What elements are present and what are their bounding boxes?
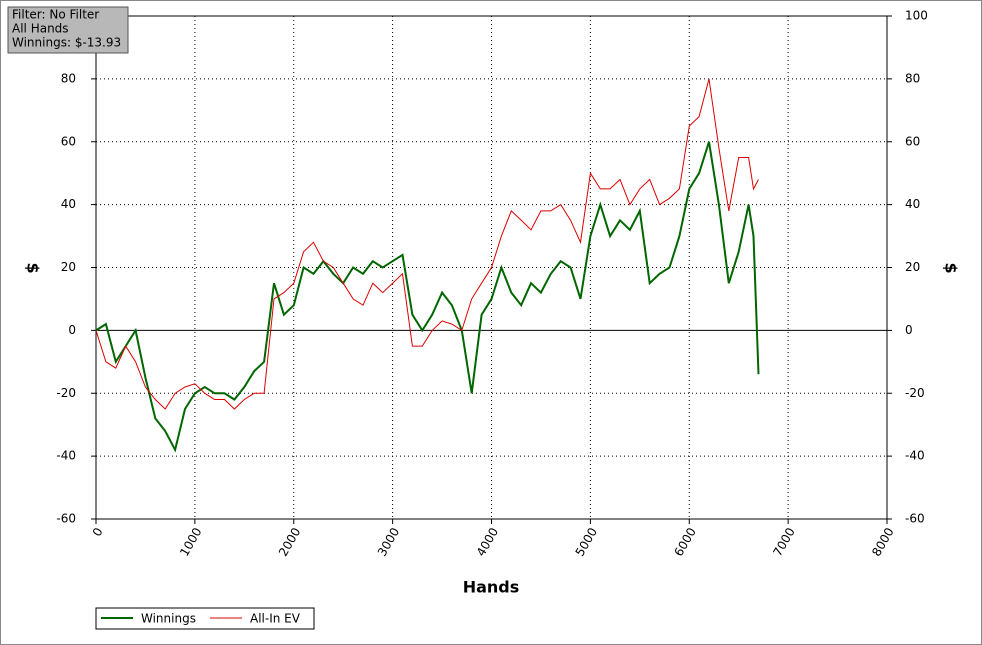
legend-label: Winnings xyxy=(141,612,196,626)
y2-tick-label: 0 xyxy=(905,323,913,337)
legend-label: All-In EV xyxy=(250,612,301,626)
y-tick-label: -20 xyxy=(56,386,76,400)
y-tick-label: 40 xyxy=(61,197,76,211)
x-axis-label: Hands xyxy=(463,578,520,597)
info-line: Filter: No Filter xyxy=(12,8,99,22)
y-tick-label: 80 xyxy=(61,71,76,85)
legend: Winnings All-In EV xyxy=(95,607,315,630)
y2-tick-label: -40 xyxy=(905,449,925,463)
info-box-bg xyxy=(7,6,129,54)
info-line: Winnings: $-13.93 xyxy=(12,36,121,50)
y2-tick-label: 80 xyxy=(905,71,920,85)
y-tick-label: 60 xyxy=(61,134,76,148)
series-line xyxy=(95,141,760,453)
plot-border xyxy=(95,15,888,520)
info-box: Filter: No Filter All Hands Winnings: $-… xyxy=(7,6,129,54)
y-tick-label: 0 xyxy=(68,323,76,337)
y2-tick-label: 60 xyxy=(905,134,920,148)
y2-axis-label: $ xyxy=(942,262,961,273)
y-axis-label: $ xyxy=(24,262,43,273)
y2-tick-label: -20 xyxy=(905,386,925,400)
y2-tick-label: -60 xyxy=(905,512,925,526)
y2-tick-label: 20 xyxy=(905,260,920,274)
info-line: All Hands xyxy=(12,22,69,36)
y2-tick-label: 40 xyxy=(905,197,920,211)
series-line xyxy=(95,78,759,410)
y-tick-label: -60 xyxy=(56,512,76,526)
legend-box xyxy=(95,607,315,630)
y-tick-label: -40 xyxy=(56,449,76,463)
y-tick-label: 20 xyxy=(61,260,76,274)
y2-tick-label: 100 xyxy=(905,9,928,23)
